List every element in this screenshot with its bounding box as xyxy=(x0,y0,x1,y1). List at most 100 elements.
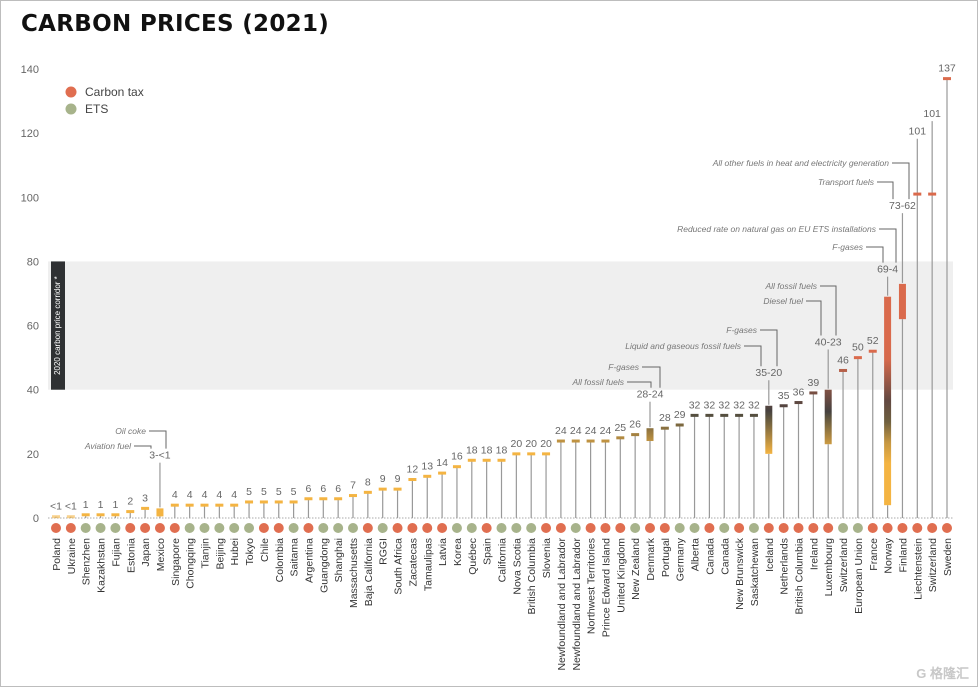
value-marker xyxy=(720,413,729,417)
category-label: Japan xyxy=(140,538,152,567)
value-marker xyxy=(274,500,283,504)
category-label: Luxembourg xyxy=(823,538,835,597)
value-label: 28 xyxy=(659,412,671,424)
category-label: Massachusetts xyxy=(348,538,360,608)
type-dot xyxy=(674,523,685,533)
type-dot xyxy=(689,523,700,533)
type-dot xyxy=(852,523,863,533)
category-label: Nova Scotia xyxy=(511,538,523,595)
category-label: Tokyo xyxy=(244,538,256,566)
value-marker xyxy=(126,510,135,514)
value-label: 52 xyxy=(867,335,879,347)
category-label: Ireland xyxy=(808,538,820,570)
category-label: Sweden xyxy=(942,538,954,576)
value-label: 18 xyxy=(466,444,478,456)
type-dot xyxy=(140,523,151,533)
type-dot xyxy=(377,523,388,533)
annotation-label: Reduced rate on natural gas on EU ETS in… xyxy=(677,224,877,234)
value-label: 3 xyxy=(142,492,148,504)
category-label: Saitama xyxy=(289,538,301,577)
value-label: 4 xyxy=(172,489,178,501)
type-dot xyxy=(362,523,373,533)
value-marker xyxy=(779,404,788,408)
value-marker xyxy=(868,349,877,353)
value-marker xyxy=(512,452,521,456)
category-label: Fujian xyxy=(110,538,122,567)
value-marker xyxy=(170,503,179,507)
value-marker xyxy=(408,478,417,482)
type-dot xyxy=(838,523,849,533)
value-label: 3-<1 xyxy=(149,450,170,462)
annotation-label: F-gases xyxy=(832,242,863,252)
value-marker xyxy=(660,426,669,430)
value-marker xyxy=(230,503,239,507)
type-dot xyxy=(570,523,581,533)
value-marker xyxy=(556,439,565,443)
value-marker xyxy=(438,471,447,475)
value-label: 24 xyxy=(585,425,597,437)
category-label: Saskatchewan xyxy=(749,538,761,606)
value-label: 32 xyxy=(718,399,730,411)
category-label: Switzerland xyxy=(927,538,939,592)
value-label: 9 xyxy=(380,473,386,485)
value-marker xyxy=(794,401,803,405)
value-marker xyxy=(586,439,595,443)
type-dot xyxy=(793,523,804,533)
value-marker xyxy=(913,192,922,196)
value-label: 14 xyxy=(436,457,448,469)
type-dot xyxy=(526,523,537,533)
value-marker xyxy=(452,465,461,469)
type-dot xyxy=(273,523,284,533)
legend-dot-e xyxy=(65,103,77,115)
category-label: European Union xyxy=(853,538,865,614)
value-label: 46 xyxy=(837,354,849,366)
type-dot xyxy=(630,523,641,533)
type-dot xyxy=(808,523,819,533)
value-marker xyxy=(482,458,491,462)
value-marker xyxy=(809,391,818,395)
value-marker xyxy=(853,356,862,360)
value-marker xyxy=(616,436,625,440)
annotation-leader-line xyxy=(149,430,167,449)
category-label: Guangdong xyxy=(318,538,330,593)
type-dot xyxy=(585,523,596,533)
type-dot xyxy=(318,523,329,533)
category-label: Argentina xyxy=(303,538,315,583)
value-label: 1 xyxy=(83,499,89,511)
category-label: Kazakhstan xyxy=(96,538,108,593)
category-label: Newfoundland and Labrador xyxy=(556,538,568,671)
y-tick-label: 40 xyxy=(27,385,39,397)
value-label: 101 xyxy=(923,108,941,120)
type-dot xyxy=(422,523,433,533)
value-marker xyxy=(631,433,640,437)
y-tick-label: 20 xyxy=(27,449,39,461)
type-dot xyxy=(451,523,462,533)
value-label: 5 xyxy=(276,486,282,498)
type-dot xyxy=(555,523,566,533)
annotation-label: All fossil fuels xyxy=(572,377,625,387)
value-marker xyxy=(96,513,105,517)
value-label: 24 xyxy=(600,425,612,437)
annotation-leader-line xyxy=(820,285,837,336)
type-dot xyxy=(481,523,492,533)
value-marker xyxy=(215,503,224,507)
annotation-leader-line xyxy=(134,445,152,449)
value-marker xyxy=(319,497,328,501)
category-label: Northwest Territories xyxy=(586,538,598,634)
annotation-leader-line xyxy=(877,181,894,200)
value-marker xyxy=(141,506,150,510)
annotation-label: F-gases xyxy=(726,325,757,335)
type-dot xyxy=(778,523,789,533)
value-label: 9 xyxy=(395,473,401,485)
category-label: Tianjin xyxy=(200,538,212,569)
value-label: 2 xyxy=(127,496,133,508)
value-label: 101 xyxy=(909,126,927,138)
value-marker xyxy=(393,487,402,491)
type-dot xyxy=(303,523,314,533)
value-marker xyxy=(675,423,684,427)
value-marker xyxy=(542,452,551,456)
type-dot xyxy=(80,523,91,533)
y-tick-label: 140 xyxy=(21,64,39,76)
category-label: Zacatecas xyxy=(407,538,419,586)
value-label: 36 xyxy=(793,387,805,399)
